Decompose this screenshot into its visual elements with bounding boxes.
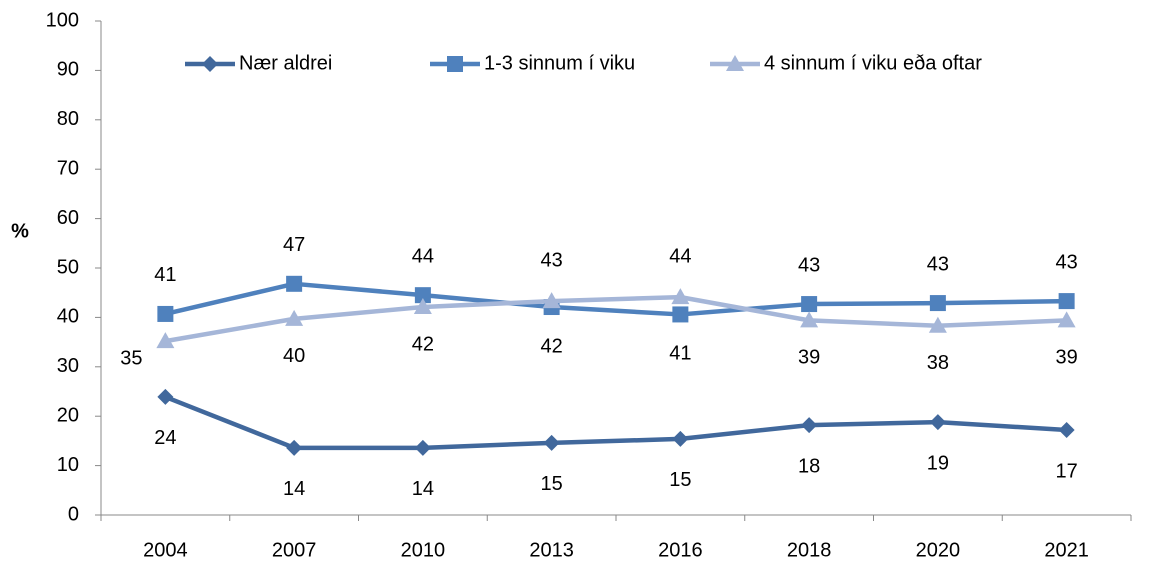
marker [447, 56, 463, 72]
marker [800, 311, 819, 328]
series-line [164, 281, 1067, 317]
data-label: 41 [154, 264, 176, 286]
data-label: 43 [541, 249, 563, 271]
marker [157, 388, 174, 405]
y-tick-label: 70 [57, 157, 79, 179]
x-tick-label: 2020 [916, 539, 961, 561]
data-label: 14 [283, 478, 305, 500]
series-line [164, 394, 1067, 451]
x-tick-label: 2013 [529, 539, 574, 561]
series-line [164, 294, 1067, 344]
y-tick-label: 50 [57, 256, 79, 278]
marker [1058, 293, 1075, 310]
x-tick-label: 2016 [658, 539, 703, 561]
x-tick-label: 2004 [143, 539, 188, 561]
data-label: 38 [927, 352, 949, 374]
legend-label: Nær aldrei [239, 52, 332, 74]
x-tick-label: 2007 [272, 539, 317, 561]
y-tick-label: 40 [57, 306, 79, 328]
marker [801, 417, 818, 434]
data-label: 43 [927, 253, 949, 275]
data-label: 39 [798, 347, 820, 369]
marker [157, 305, 174, 322]
marker [929, 414, 946, 431]
x-tick-label: 2018 [787, 539, 832, 561]
data-label: 44 [669, 245, 691, 267]
data-label: 24 [154, 427, 176, 449]
marker [672, 430, 689, 447]
marker [929, 295, 946, 312]
marker [726, 55, 744, 71]
y-tick-label: 60 [57, 207, 79, 229]
data-label: 35 [120, 347, 142, 369]
marker [414, 439, 431, 456]
data-label: 41 [669, 343, 691, 365]
data-label: 47 [283, 234, 305, 256]
x-tick-label: 2021 [1044, 539, 1089, 561]
marker [156, 332, 175, 349]
x-tick-label: 2010 [401, 539, 446, 561]
marker [801, 296, 818, 313]
data-label: 43 [798, 254, 820, 276]
data-label: 18 [798, 455, 820, 477]
marker [202, 56, 218, 72]
marker [414, 287, 431, 304]
data-label: 19 [927, 452, 949, 474]
y-tick-label: 30 [57, 355, 79, 377]
data-label: 14 [412, 478, 434, 500]
marker [542, 292, 561, 309]
y-tick-label: 100 [46, 9, 79, 31]
marker [543, 434, 560, 451]
y-axis-label: % [11, 220, 29, 242]
y-tick-label: 90 [57, 59, 79, 81]
marker [286, 275, 303, 292]
data-label: 39 [1056, 347, 1078, 369]
data-label: 42 [541, 335, 563, 357]
marker [672, 306, 689, 323]
marker [671, 288, 690, 305]
marker [1057, 311, 1076, 328]
data-label: 40 [283, 345, 305, 367]
y-tick-label: 20 [57, 404, 79, 426]
data-label: 42 [412, 333, 434, 355]
legend-label: 4 sinnum í viku eða oftar [764, 52, 982, 74]
y-tick-label: 0 [68, 503, 79, 525]
data-label: 17 [1056, 460, 1078, 482]
data-label: 44 [412, 245, 434, 267]
y-tick-label: 10 [57, 454, 79, 476]
y-tick-label: 80 [57, 108, 79, 130]
marker [285, 309, 304, 326]
marker [286, 439, 303, 456]
marker [413, 298, 432, 315]
marker [1058, 422, 1075, 439]
data-label: 15 [541, 473, 563, 495]
marker [928, 316, 947, 333]
legend-label: 1-3 sinnum í viku [484, 52, 635, 74]
data-label: 15 [669, 469, 691, 491]
data-label: 43 [1056, 251, 1078, 273]
